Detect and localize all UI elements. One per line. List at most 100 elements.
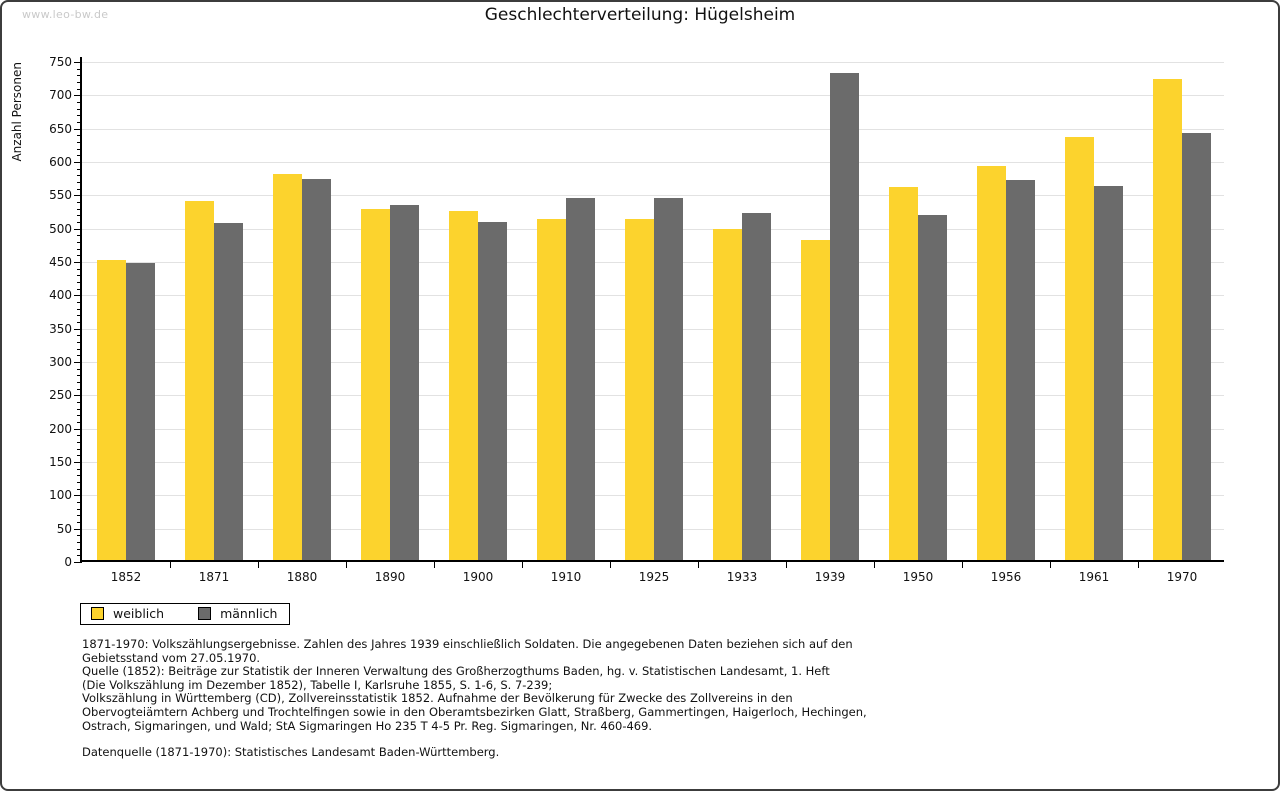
y-axis-minor-tick <box>77 348 82 350</box>
y-axis-minor-tick <box>77 135 82 137</box>
y-axis-tick <box>74 128 82 130</box>
bar-männlich-1871 <box>214 223 243 560</box>
y-axis-minor-tick <box>77 355 82 357</box>
x-axis-tick-label: 1939 <box>814 570 846 584</box>
gridline <box>82 128 1224 130</box>
footnote-line: (Die Volkszählung im Dezember 1852), Tab… <box>82 677 553 692</box>
chart-title: Geschlechterverteilung: Hügelsheim <box>484 5 796 25</box>
y-axis-minor-tick <box>77 82 82 83</box>
x-axis-tick-label: 1880 <box>286 570 318 584</box>
y-axis-minor-tick <box>77 188 82 190</box>
y-axis-tick <box>74 62 82 63</box>
gridline <box>82 95 1224 97</box>
x-axis-tick <box>346 562 347 568</box>
y-axis-tick-label: 500 <box>49 221 72 236</box>
y-axis-minor-tick <box>77 202 82 203</box>
y-axis-tick <box>74 362 82 363</box>
bar-weiblich-1852 <box>97 260 126 560</box>
y-axis-minor-tick <box>77 448 82 450</box>
y-axis-minor-tick <box>77 302 82 303</box>
bar-weiblich-1970 <box>1153 79 1182 560</box>
x-axis-tick-label: 1871 <box>198 570 230 584</box>
y-axis-tick <box>74 228 82 230</box>
y-axis-minor-tick <box>77 68 82 70</box>
bar-männlich-1900 <box>478 222 507 560</box>
bar-männlich-1956 <box>1006 180 1035 560</box>
y-axis-tick-label: 600 <box>49 155 72 169</box>
x-axis-tick <box>258 562 259 568</box>
watermark-leo-bw: www.leo-bw.de <box>22 8 109 21</box>
gridline <box>82 162 1224 163</box>
x-axis-tick <box>1050 562 1051 568</box>
y-axis-minor-tick <box>77 148 82 150</box>
y-axis-minor-tick <box>77 215 82 217</box>
y-axis-minor-tick <box>77 402 82 403</box>
x-axis-tick <box>522 562 523 568</box>
footnote-line: Gebietsstand vom 27.05.1970. <box>82 650 261 665</box>
gridline <box>82 62 1224 63</box>
x-axis-tick-label: 1950 <box>902 570 934 584</box>
y-axis-minor-tick <box>77 375 82 377</box>
bar-männlich-1939 <box>830 72 859 560</box>
y-axis-minor-tick <box>77 475 82 477</box>
y-axis-minor-tick <box>77 548 82 550</box>
y-axis-minor-tick <box>77 242 82 243</box>
x-axis-tick-label: 1970 <box>1166 570 1198 584</box>
y-axis-minor-tick <box>77 308 82 310</box>
plot-area: 0 50 100 150 200 250 300 350 400 450 500 550 600 650 7… <box>49 55 1224 584</box>
y-axis-tick <box>74 395 82 397</box>
y-axis-tick-label: 50 <box>56 521 72 536</box>
y-axis-minor-tick <box>77 455 82 457</box>
x-axis-tick <box>874 562 875 568</box>
y-axis-tick <box>74 95 82 97</box>
bar-männlich-1925 <box>654 198 683 560</box>
y-axis-tick <box>74 162 82 163</box>
legend-label: männlich <box>220 606 278 621</box>
y-axis-minor-tick <box>77 488 82 490</box>
y-axis-minor-tick <box>77 508 82 510</box>
bar-männlich-1852 <box>126 262 155 560</box>
x-axis-tick-label: 1925 <box>638 570 670 584</box>
y-axis-minor-tick <box>77 335 82 337</box>
footnotes: 1871-1970: Volkszählungsergebnisse. Zahl… <box>82 637 867 760</box>
bar-männlich-1890 <box>390 205 419 560</box>
y-axis-minor-tick <box>77 408 82 410</box>
y-axis-minor-tick <box>77 342 82 343</box>
y-axis-tick <box>74 195 82 197</box>
y-axis-minor-tick <box>77 122 82 123</box>
y-axis-tick-label: 250 <box>49 388 72 403</box>
y-axis-minor-tick <box>77 368 82 370</box>
bar-weiblich-1871 <box>185 201 214 560</box>
bar-weiblich-1900 <box>449 210 478 560</box>
bar-männlich-1880 <box>302 179 331 560</box>
bar-weiblich-1910 <box>537 219 566 560</box>
y-axis-minor-tick <box>77 182 82 183</box>
y-axis-minor-tick <box>77 515 82 517</box>
y-axis-minor-tick <box>77 522 82 523</box>
y-axis-minor-tick <box>77 222 82 223</box>
legend-swatch-männlich <box>198 607 212 620</box>
y-axis-minor-tick <box>77 502 82 503</box>
x-axis-tick <box>786 562 787 568</box>
y-axis-tick-label: 450 <box>49 255 72 269</box>
bar-männlich-1950 <box>918 215 947 560</box>
bar-weiblich-1880 <box>273 174 302 560</box>
y-axis-minor-tick <box>77 88 82 90</box>
y-axis-minor-tick <box>77 75 82 77</box>
x-axis-tick-label: 1910 <box>550 570 582 584</box>
legend: weiblich männlich <box>80 603 291 625</box>
legend-swatch-weiblich <box>91 607 104 620</box>
bar-männlich-1933 <box>742 213 771 560</box>
gridline <box>82 195 1224 197</box>
y-axis-minor-tick <box>77 175 82 177</box>
y-axis-tick-label: 700 <box>49 88 72 103</box>
y-axis-tick <box>74 462 82 463</box>
y-axis-tick <box>74 295 82 297</box>
y-axis-minor-tick <box>77 315 82 317</box>
y-axis-minor-tick <box>77 255 82 257</box>
y-axis-minor-tick <box>77 108 82 110</box>
bar-männlich-1910 <box>566 198 595 560</box>
y-axis-tick-label: 300 <box>49 355 72 369</box>
y-axis-minor-tick <box>77 142 82 143</box>
x-axis-tick-label: 1961 <box>1078 570 1110 584</box>
